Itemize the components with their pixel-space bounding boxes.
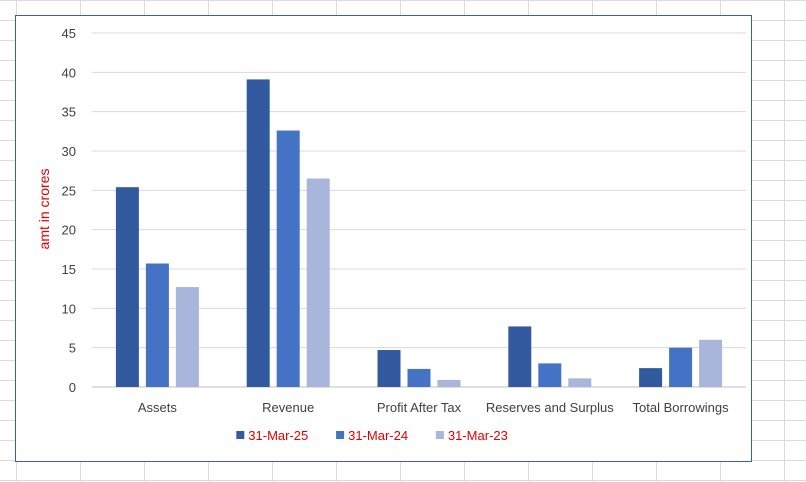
bars bbox=[115, 79, 723, 387]
y-tick-label: 5 bbox=[69, 341, 76, 356]
y-tick-label: 30 bbox=[62, 144, 76, 159]
bar bbox=[508, 326, 532, 387]
gridlines bbox=[92, 32, 746, 388]
y-axis-title: amt in crores bbox=[36, 169, 52, 250]
bar bbox=[276, 130, 300, 387]
bar bbox=[568, 378, 592, 387]
bar bbox=[246, 79, 270, 387]
bar bbox=[175, 287, 199, 387]
y-tick-label: 10 bbox=[62, 301, 76, 316]
x-axis-categories: Assets Revenue Profit After Tax Reserves an… bbox=[138, 400, 729, 415]
legend-swatch bbox=[435, 431, 444, 439]
chart-area: 0 5 10 15 20 25 30 35 40 45 Assets Revenue Profit A… bbox=[15, 15, 752, 462]
y-tick-label: 45 bbox=[62, 26, 76, 41]
y-tick-label: 35 bbox=[62, 105, 76, 120]
legend-label: 31-Mar-25 bbox=[248, 428, 308, 443]
bar-chart: 0 5 10 15 20 25 30 35 40 45 Assets Revenue Profit A… bbox=[36, 26, 746, 443]
legend: 31-Mar-25 31-Mar-24 31-Mar-23 bbox=[236, 428, 508, 443]
bar bbox=[377, 350, 401, 387]
y-tick-label: 40 bbox=[62, 65, 76, 80]
legend-label: 31-Mar-24 bbox=[348, 428, 408, 443]
legend-swatch bbox=[336, 431, 345, 439]
bar bbox=[538, 363, 562, 387]
bar bbox=[669, 347, 693, 387]
legend-label: 31-Mar-23 bbox=[448, 428, 508, 443]
y-tick-label: 25 bbox=[62, 183, 76, 198]
x-category-label: Revenue bbox=[262, 400, 314, 415]
bar bbox=[437, 379, 461, 387]
y-tick-label: 15 bbox=[62, 262, 76, 277]
x-category-label: Total Borrowings bbox=[633, 400, 730, 415]
y-tick-label: 0 bbox=[69, 380, 76, 395]
bar bbox=[115, 187, 139, 387]
bar bbox=[699, 339, 723, 387]
x-category-label: Profit After Tax bbox=[377, 400, 462, 415]
legend-swatch bbox=[236, 431, 245, 439]
x-category-label: Reserves and Surplus bbox=[486, 400, 614, 415]
bar bbox=[145, 263, 169, 387]
y-axis-ticks: 0 5 10 15 20 25 30 35 40 45 bbox=[62, 26, 76, 395]
y-tick-label: 20 bbox=[62, 223, 76, 238]
x-category-label: Assets bbox=[138, 400, 178, 415]
bar bbox=[306, 178, 330, 387]
bar bbox=[407, 368, 431, 387]
bar bbox=[639, 368, 663, 387]
